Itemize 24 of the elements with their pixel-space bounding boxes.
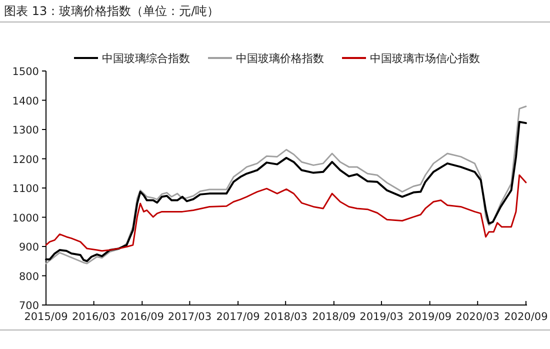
x-tick-label: 2018/09: [312, 311, 356, 323]
x-tick-label: 2015/09: [24, 311, 68, 323]
y-tick-label: 1500: [12, 66, 39, 78]
y-tick-label: 1200: [12, 154, 39, 166]
legend-label: 中国玻璃市场信心指数: [370, 52, 480, 65]
y-tick-label: 1300: [12, 124, 39, 136]
x-tick-label: 2017/09: [216, 311, 260, 323]
y-tick-label: 700: [18, 300, 39, 312]
y-tick-label: 1000: [12, 212, 39, 224]
x-tick-label: 2019/09: [408, 311, 452, 323]
x-tick-label: 2020/03: [456, 311, 500, 323]
x-tick-label: 2016/03: [72, 311, 116, 323]
y-tick-label: 900: [18, 242, 39, 254]
x-tick-label: 2018/03: [264, 311, 308, 323]
y-tick-label: 800: [18, 270, 39, 283]
legend-label: 中国玻璃综合指数: [102, 52, 190, 65]
y-tick-label: 1400: [12, 95, 39, 108]
x-tick-label: 2020/09: [504, 311, 548, 323]
y-tick-label: 1100: [12, 183, 39, 195]
x-tick-label: 2019/03: [360, 311, 404, 323]
x-tick-label: 2016/09: [120, 311, 164, 323]
x-tick-label: 2017/03: [168, 311, 212, 323]
chart-title: 图表 13：玻璃价格指数（单位：元/吨）: [4, 4, 220, 18]
legend-label: 中国玻璃价格指数: [236, 52, 324, 65]
